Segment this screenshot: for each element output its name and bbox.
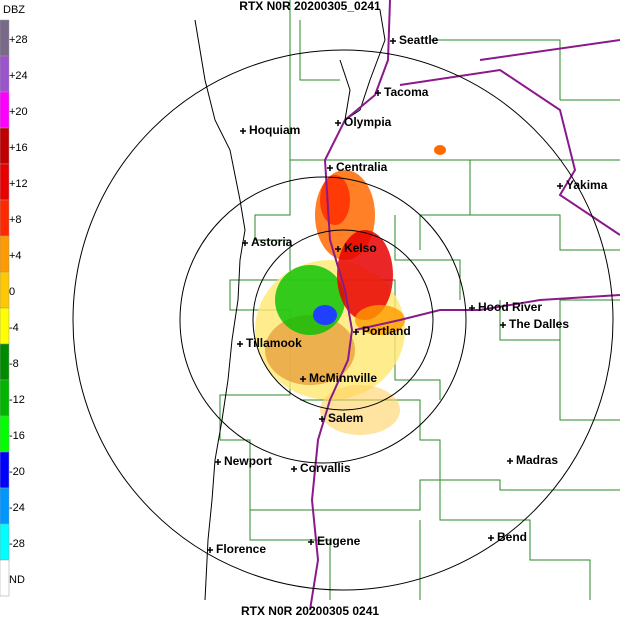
- city-label: The Dalles: [509, 317, 569, 331]
- legend-swatch: [0, 559, 10, 597]
- city-marker: [242, 240, 248, 246]
- legend-label: +24: [9, 70, 28, 82]
- legend-swatch: [0, 271, 10, 309]
- legend-label: -8: [9, 358, 19, 370]
- city-marker: [390, 38, 396, 44]
- city-marker: [500, 322, 506, 328]
- legend-swatch: [0, 451, 10, 489]
- city-label: Centralia: [336, 160, 388, 174]
- city-label: Astoria: [251, 235, 293, 249]
- city-marker: [237, 341, 243, 347]
- legend-swatch: [0, 235, 10, 273]
- legend-swatch: [0, 343, 10, 381]
- city-label: Hoquiam: [249, 123, 300, 137]
- coastline: [194, 9, 386, 601]
- interstates: [309, 0, 620, 611]
- legend: DBZ +28 +24 +20 +16 +12 +8 +4 0 -4 -8 -12 -16 -20 -24…: [0, 4, 28, 597]
- city-label: Florence: [216, 542, 266, 556]
- city-marker: [215, 459, 221, 465]
- city-label: Yakima: [566, 178, 608, 192]
- legend-swatch: [0, 91, 10, 129]
- city-marker: [469, 305, 475, 311]
- legend-label: -4: [9, 322, 19, 334]
- legend-swatch: [0, 199, 10, 237]
- legend-swatch: [0, 307, 10, 345]
- legend-swatch: [0, 19, 10, 57]
- legend-label: +8: [9, 214, 22, 226]
- range-rings: [72, 49, 614, 591]
- city-marker: [327, 165, 333, 171]
- city-label: Kelso: [344, 241, 377, 255]
- legend-label: +16: [9, 142, 28, 154]
- legend-swatch: [0, 55, 10, 93]
- legend-label: 0: [9, 286, 15, 298]
- city-label: Madras: [516, 453, 558, 467]
- city-label: Seattle: [399, 33, 439, 47]
- city-label: Corvallis: [300, 461, 351, 475]
- echoes: [255, 145, 446, 435]
- legend-swatch: [0, 163, 10, 201]
- legend-swatch: [0, 487, 10, 525]
- legend-label: ND: [9, 574, 25, 586]
- legend-label: -24: [9, 502, 25, 514]
- legend-label: -16: [9, 430, 25, 442]
- city-label: Tillamook: [246, 336, 302, 350]
- city-marker: [308, 539, 314, 545]
- legend-label: +28: [9, 34, 28, 46]
- legend-swatch: [0, 415, 10, 453]
- city-marker: [291, 466, 297, 472]
- legend-swatch: [0, 127, 10, 165]
- city-marker: [335, 246, 341, 252]
- city-marker: [353, 329, 359, 335]
- city-label: McMinnville: [309, 371, 377, 385]
- city-marker: [488, 535, 494, 541]
- city-marker: [507, 458, 513, 464]
- footer: RTX N0R 20200305 0241: [241, 604, 379, 618]
- county-lines: [219, 0, 620, 600]
- city-marker: [335, 120, 341, 126]
- legend-label: +4: [9, 250, 22, 262]
- city-marker: [319, 416, 325, 422]
- city-marker: [557, 183, 563, 189]
- legend-label: +20: [9, 106, 28, 118]
- legend-title: DBZ: [3, 4, 25, 16]
- city-label: Olympia: [344, 115, 392, 129]
- legend-label: -12: [9, 394, 25, 406]
- city-label: Newport: [224, 454, 272, 468]
- city-label: Bend: [497, 530, 527, 544]
- city-label: Tacoma: [384, 85, 429, 99]
- city-marker: [240, 128, 246, 134]
- legend-label: +12: [9, 178, 28, 190]
- city-label: Salem: [328, 411, 363, 425]
- legend-label: -28: [9, 538, 25, 550]
- cities: Seattle Tacoma Olympia Hoquiam Centralia Yaki…: [207, 33, 608, 556]
- city-marker: [207, 547, 213, 553]
- title: RTX N0R 20200305_0241: [239, 0, 381, 13]
- legend-label: -20: [9, 466, 25, 478]
- city-label: Hood River: [478, 300, 542, 314]
- city-label: Eugene: [317, 534, 361, 548]
- legend-swatch: [0, 523, 10, 561]
- city-label: Portland: [362, 324, 411, 338]
- city-marker: [375, 90, 381, 96]
- city-marker: [300, 376, 306, 382]
- legend-swatch: [0, 379, 10, 417]
